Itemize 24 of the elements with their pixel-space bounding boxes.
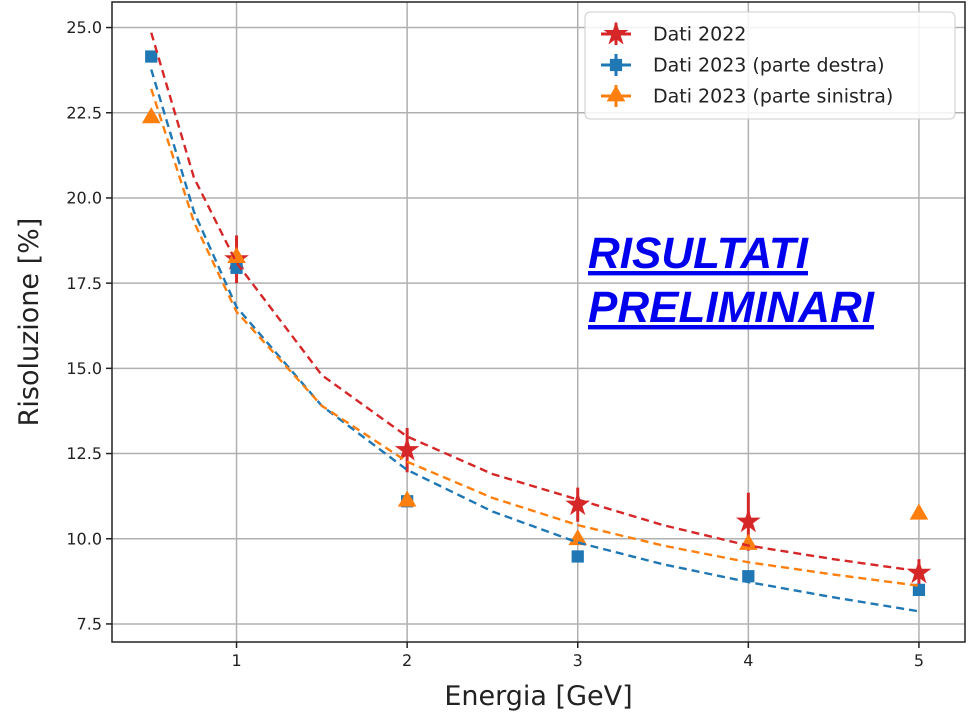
y-axis-title: Risoluzione [%] xyxy=(14,218,45,426)
y-tick-label: 10.0 xyxy=(66,529,102,548)
point xyxy=(145,50,158,63)
point xyxy=(912,584,926,596)
x-tick-label: 1 xyxy=(231,651,242,670)
y-tick-label: 15.0 xyxy=(66,358,102,378)
y-tick-label: 22.5 xyxy=(66,103,102,122)
legend-label: Dati 2023 (parte destra) xyxy=(653,54,885,77)
y-tick-label: 12.5 xyxy=(66,444,102,464)
y-tick-label: 17.5 xyxy=(66,274,102,293)
legend-label: Dati 2022 xyxy=(653,24,746,46)
point xyxy=(142,107,161,124)
y-tick-label: 20.0 xyxy=(66,188,102,208)
x-tick-label: 4 xyxy=(743,651,754,670)
annotation: RISULTATI PRELIMINARI xyxy=(588,229,875,332)
x-tick-label: 3 xyxy=(572,651,583,670)
x-tick-label: 5 xyxy=(914,651,924,670)
x-axis-title: Energia [GeV] xyxy=(444,681,633,712)
point xyxy=(742,570,754,582)
x-tick-label: 2 xyxy=(402,651,412,670)
point xyxy=(572,550,584,563)
y-tick-label: 25.0 xyxy=(66,18,102,38)
y-tick-label: 7.5 xyxy=(76,614,102,634)
legend-label: Dati 2023 (parte sinistra) xyxy=(653,86,894,108)
